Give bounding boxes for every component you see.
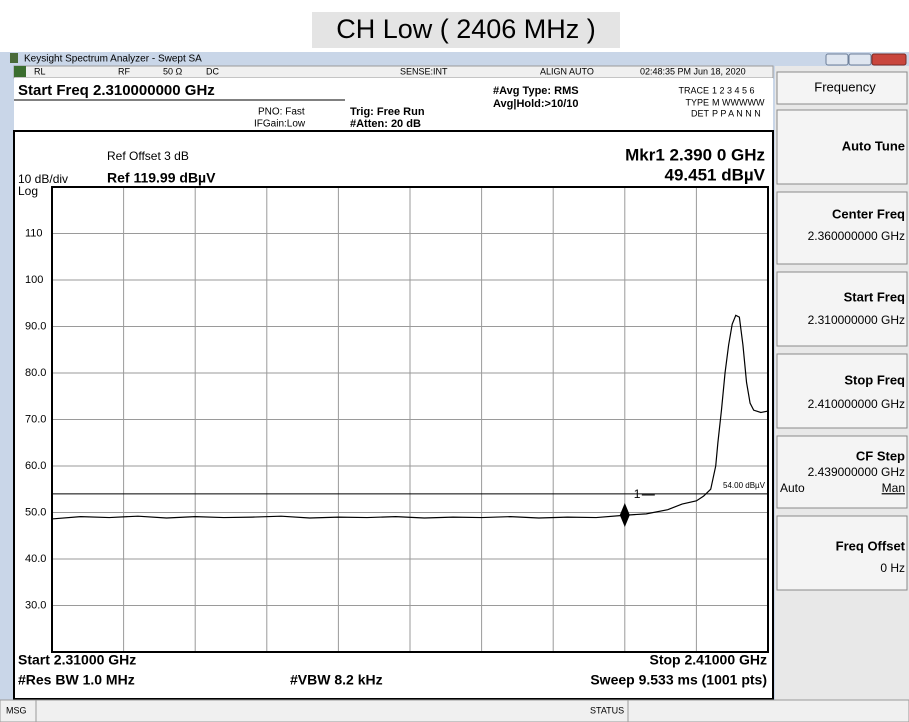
avg-type: #Avg Type: RMS: [493, 85, 579, 97]
softkey[interactable]: [776, 271, 908, 347]
softkey-label: CF Step: [856, 448, 905, 463]
softkey[interactable]: [776, 109, 908, 185]
chart-panel: [13, 130, 774, 700]
softkey-label: Start Freq: [844, 289, 905, 304]
active-function: Start Freq 2.310000000 GHz: [18, 82, 215, 99]
softkey[interactable]: [776, 435, 908, 509]
marker-label: 1: [634, 487, 641, 501]
avg-hold: Avg|Hold:>10/10: [493, 98, 579, 110]
softkey-label: Center Freq: [832, 206, 905, 221]
softkey[interactable]: [776, 353, 908, 429]
if-gain: IFGain:Low: [254, 119, 306, 130]
coupling: DC: [206, 66, 219, 76]
ref-offset: Ref Offset 3 dB: [107, 149, 189, 163]
maximize-button[interactable]: [848, 53, 872, 66]
status: STATUS: [590, 705, 624, 715]
trace-values: 1 2 3 4 5 6: [712, 85, 755, 95]
page-title: CH Low ( 2406 MHz ): [336, 14, 596, 44]
y-tick-label: 110: [25, 227, 43, 239]
softkey-value: 2.410000000 GHz: [808, 397, 905, 411]
vbw: #VBW 8.2 kHz: [290, 672, 383, 688]
title-box: [312, 12, 620, 48]
y-tick-label: 80.0: [25, 367, 46, 379]
det-values: P P A N N N: [712, 108, 761, 118]
atten: #Atten: 20 dB: [350, 118, 421, 130]
datetime: 02:48:35 PM Jun 18, 2020: [640, 66, 746, 76]
det-label: DET: [691, 108, 710, 118]
menu-header: [776, 71, 908, 105]
align: ALIGN AUTO: [540, 66, 594, 76]
softkey[interactable]: [776, 515, 908, 591]
softkey-label: Freq Offset: [836, 538, 906, 553]
y-tick-label: 60.0: [25, 460, 46, 472]
marker-value: 49.451 dBµV: [664, 165, 765, 184]
scale: 10 dB/div: [18, 172, 68, 186]
app-icon: [10, 53, 18, 63]
plot: 110 100 90.0 80.0 70.0 60.0 50.0 40.0 30.0 54.00 …: [25, 186, 769, 653]
type-values: M WWWWW: [712, 97, 765, 107]
trigger: Trig: Free Run: [350, 106, 425, 118]
pno: PNO: Fast: [258, 107, 305, 118]
sweep: Sweep 9.533 ms (1001 pts): [590, 672, 767, 688]
marker-readout: Mkr1 2.390 0 GHz: [625, 145, 765, 164]
status-bar: [0, 699, 909, 722]
y-tick-label: 90.0: [25, 320, 46, 332]
softkey-option[interactable]: Man: [882, 481, 905, 495]
rbw: #Res BW 1.0 MHz: [18, 672, 135, 688]
ref-level: Ref 119.99 dBµV: [107, 170, 216, 186]
lxi-icon: [14, 66, 26, 77]
rf: RF: [118, 66, 130, 76]
marker: [619, 503, 630, 528]
plot-border: [51, 186, 769, 653]
close-button[interactable]: [871, 53, 907, 66]
settings-row: [14, 78, 773, 130]
y-tick-label: 40.0: [25, 553, 46, 565]
ref-mode: RL: [34, 66, 46, 76]
y-tick-label: 30.0: [25, 599, 46, 611]
softkey-label: Auto Tune: [842, 138, 905, 153]
limit-line-label: 54.00 dBµV: [723, 481, 766, 490]
stop-freq: Stop 2.41000 GHz: [650, 652, 768, 668]
minimize-button[interactable]: [825, 53, 849, 66]
msg: MSG: [6, 705, 27, 715]
softkey-value: 2.439000000 GHz: [808, 465, 905, 479]
y-tick-label: 50.0: [25, 506, 46, 518]
sense: SENSE:INT: [400, 66, 448, 76]
start-freq: Start 2.31000 GHz: [18, 652, 136, 668]
softkey-option[interactable]: Auto: [780, 481, 805, 495]
type-label: TYPE: [685, 97, 709, 107]
window-title: Keysight Spectrum Analyzer - Swept SA: [24, 54, 202, 65]
softkey-value: 2.360000000 GHz: [808, 229, 905, 243]
y-tick-label: 100: [25, 274, 43, 286]
trace-label: TRACE: [678, 85, 709, 95]
y-tick-label: 70.0: [25, 413, 46, 425]
softkey-value: 2.310000000 GHz: [808, 313, 905, 327]
softkey-label: Stop Freq: [844, 372, 905, 387]
softkey[interactable]: [776, 191, 908, 265]
menu-title: Frequency: [814, 79, 876, 94]
softkey-value: 0 Hz: [880, 561, 905, 575]
impedance: 50 Ω: [163, 66, 183, 76]
scale-type: Log: [18, 184, 38, 198]
